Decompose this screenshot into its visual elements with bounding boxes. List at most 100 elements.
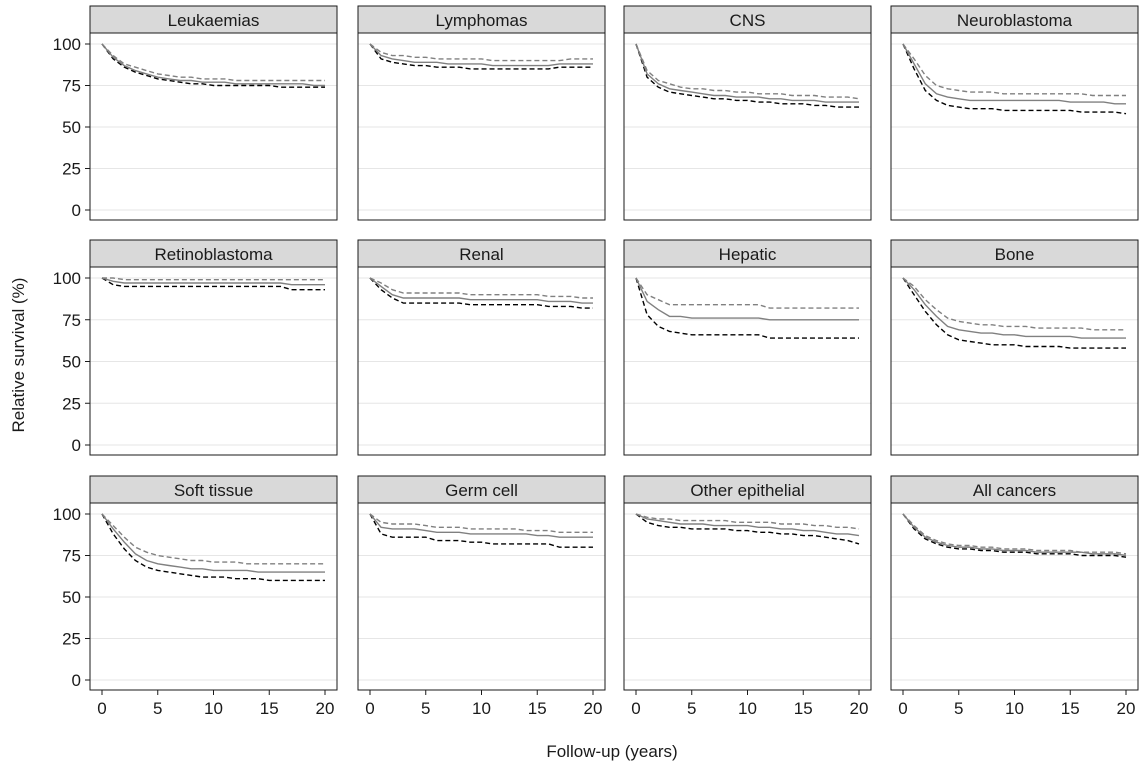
x-tick-label: 10 [204,699,223,718]
upper-ci-line [635,277,859,309]
x-tick-label: 5 [687,699,696,718]
y-tick-label: 75 [62,311,81,330]
x-axis-label: Follow-up (years) [546,742,677,761]
panel-title: Germ cell [445,481,518,500]
x-tick-label: 0 [898,699,907,718]
x-tick-label: 5 [153,699,162,718]
lower-ci-line [101,43,325,88]
panel-frame [357,32,606,221]
y-tick-label: 100 [53,505,81,524]
panel-title: Bone [995,245,1035,264]
estimate-line [369,43,593,67]
y-tick-label: 25 [62,630,81,649]
x-tick-label: 15 [528,699,547,718]
y-axis-label: Relative survival (%) [9,278,28,433]
x-tick-label: 10 [1005,699,1024,718]
panel-title: Other epithelial [690,481,804,500]
upper-ci-line [902,43,1126,97]
upper-ci-line [101,513,325,565]
upper-ci-line [635,513,860,530]
lower-ci-line [635,513,860,545]
x-tick-label: 15 [794,699,813,718]
y-tick-label: 100 [53,269,81,288]
x-tick-label: 0 [365,699,374,718]
estimate-line [101,513,325,573]
panel: Other epithelial 0 5 10 15 20 [623,475,872,718]
panel-frame [890,266,1139,456]
panel: Neuroblastoma [890,5,1139,221]
upper-ci-line [101,43,325,82]
x-tick-label: 10 [738,699,757,718]
lower-ci-line [369,277,593,309]
upper-ci-line [902,513,1127,555]
panel-frame [623,266,872,456]
panel-header [890,475,1139,504]
y-tick-label: 100 [53,35,81,54]
x-tick-label: 20 [584,699,603,718]
estimate-line [635,513,860,537]
panel: Retinoblastoma 0 25 50 75 100 [53,239,338,456]
panel-title: Leukaemias [168,11,260,30]
panel: Hepatic [623,239,872,456]
y-tick-label: 75 [62,77,81,96]
y-tick-label: 0 [72,436,81,455]
panel-header [89,5,338,34]
panel-header [357,475,606,504]
x-tick-label: 20 [316,699,335,718]
lower-ci-line [101,513,325,582]
panel: Leukaemias 0 25 50 75 100 [53,5,338,221]
upper-ci-line [369,43,593,62]
panel-title: Neuroblastoma [957,11,1073,30]
estimate-line [101,43,325,87]
panel: Lymphomas [357,5,606,221]
estimate-line [902,43,1126,105]
lower-ci-line [101,277,325,291]
x-tick-label: 15 [1061,699,1080,718]
panel-frame [357,266,606,456]
x-tick-label: 0 [631,699,640,718]
lower-ci-line [369,43,593,70]
lower-ci-line [902,43,1127,115]
y-tick-label: 50 [62,118,81,137]
estimate-line [101,277,325,286]
estimate-line [369,277,593,304]
panel-frame [623,32,872,221]
x-tick-label: 10 [472,699,491,718]
estimate-line [635,277,859,321]
panel-title: CNS [730,11,766,30]
y-tick-label: 0 [72,671,81,690]
panel: Soft tissue 0 25 50 75 100 0 5 10 15 20 [53,475,338,718]
panel-title: Retinoblastoma [154,245,273,264]
panel: Renal [357,239,606,456]
panel-title: Lymphomas [436,11,528,30]
panel-header [623,475,872,504]
panel-header [89,475,338,504]
upper-ci-line [902,277,1126,331]
panel-frame [890,32,1139,221]
estimate-line [369,513,593,538]
upper-ci-line [102,277,325,281]
y-tick-label: 0 [72,201,81,220]
x-tick-label: 20 [850,699,869,718]
lower-ci-line [902,513,1127,558]
y-tick-label: 50 [62,353,81,372]
y-tick-label: 75 [62,547,81,566]
lower-ci-line [369,513,593,548]
panel-title: All cancers [973,481,1056,500]
panel-header [890,239,1139,268]
upper-ci-line [635,43,860,100]
panel-title: Soft tissue [174,481,253,500]
estimate-line [902,277,1126,339]
y-tick-label: 25 [62,160,81,179]
x-tick-label: 5 [954,699,963,718]
upper-ci-line [369,513,593,533]
x-tick-label: 15 [260,699,279,718]
panel: All cancers 0 5 10 15 20 [890,475,1139,718]
y-tick-label: 25 [62,394,81,413]
panel-title: Renal [459,245,503,264]
x-tick-label: 20 [1117,699,1136,718]
panel: Bone [890,239,1139,456]
lower-ci-line [635,277,859,339]
estimate-line [635,43,859,103]
